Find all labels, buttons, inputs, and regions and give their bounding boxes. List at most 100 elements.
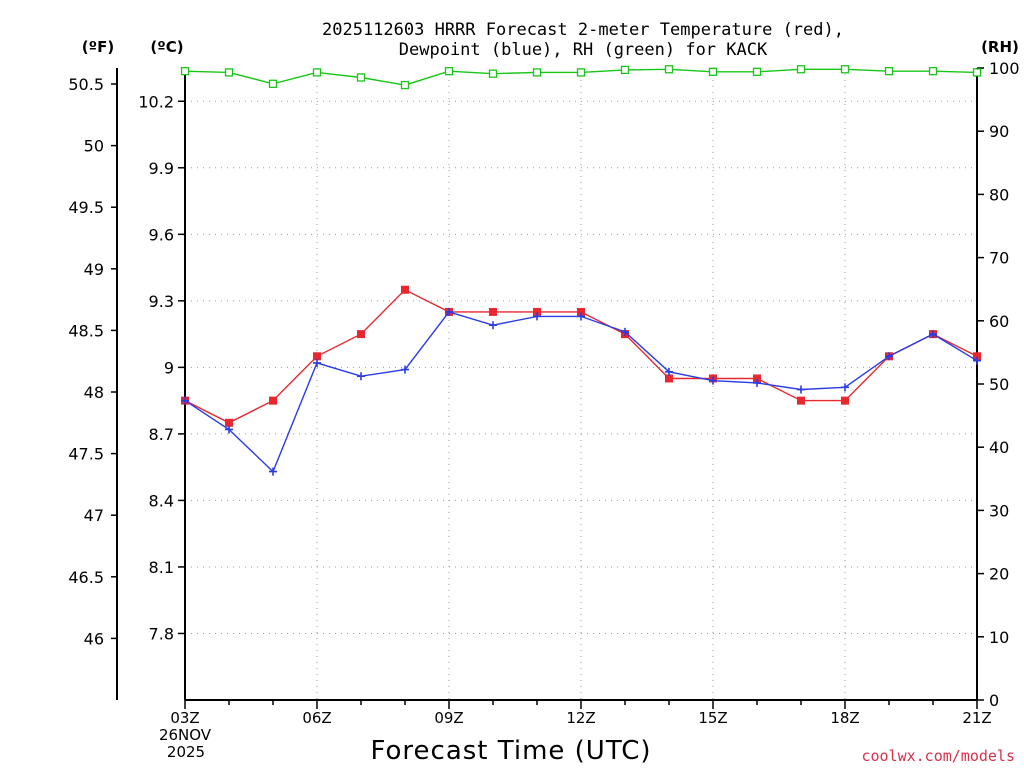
x-tick-label: 06Z: [302, 709, 331, 727]
dewpoint-marker: [181, 396, 189, 405]
rh-tick-label: 50: [989, 375, 1009, 394]
dewpoint-line: [184, 311, 978, 473]
x-tick-label: 12Z: [566, 709, 595, 727]
rh-marker: [312, 68, 322, 77]
celsius-ticks: 7.8 8.1 8.4 8.7 9 9.3 9.6 9.9 10.2: [138, 92, 185, 643]
rh-marker: [180, 67, 190, 76]
dewpoint-marker: [357, 372, 365, 381]
fahrenheit-tick-label: 49.5: [68, 198, 104, 217]
rh-marker: [400, 80, 410, 90]
rh-marker: [752, 67, 762, 76]
fahrenheit-tick-label: 46.5: [68, 568, 104, 587]
rh-marker: [972, 68, 982, 77]
dewpoint-marker: [797, 385, 805, 394]
dewpoint-marker: [929, 330, 937, 339]
rh-axis-label: (RH): [981, 38, 1019, 56]
x-ticks: 03Z 06Z 09Z 12Z 15Z 18Z 21Z: [170, 700, 992, 727]
fahrenheit-tick-label: 48.5: [68, 321, 104, 340]
celsius-tick-label: 8.4: [149, 491, 174, 510]
celsius-tick-label: 9: [164, 358, 174, 377]
dewpoint-marker: [225, 425, 233, 434]
fahrenheit-tick-label: 47: [84, 506, 104, 525]
fahrenheit-tick-label: 49: [84, 260, 104, 279]
temperature-marker: [401, 285, 409, 294]
chart-title-line-2: Dewpoint (blue), RH (green) for KACK: [399, 40, 768, 60]
x-axis-label: Forecast Time (UTC): [370, 736, 651, 766]
dewpoint-marker: [269, 467, 277, 476]
temperature-marker: [841, 396, 849, 405]
rh-marker: [840, 65, 850, 74]
dewpoint-marker: [665, 367, 673, 376]
rh-tick-label: 60: [989, 312, 1009, 331]
dewpoint-marker: [709, 376, 717, 385]
temperature-marker: [357, 330, 365, 339]
dewpoint-marker: [885, 352, 893, 361]
temperature-marker: [753, 374, 761, 383]
fahrenheit-tick-label: 47.5: [68, 445, 104, 464]
rh-marker: [576, 68, 586, 77]
dewpoint-marker: [313, 358, 321, 367]
rh-marker: [224, 68, 234, 77]
dewpoint-marker: [973, 356, 981, 365]
rh-marker: [488, 69, 498, 78]
temperature-marker: [313, 352, 321, 361]
celsius-axis-label: (ºC): [150, 38, 183, 56]
celsius-tick-label: 9.3: [149, 292, 174, 311]
rh-marker: [928, 67, 938, 76]
series: [180, 65, 982, 476]
celsius-tick-label: 8.1: [149, 558, 174, 577]
rh-ticks: 0 10 20 30 40 50 60 70 80 90 100: [977, 59, 1020, 710]
rh-marker: [620, 65, 630, 75]
rh-tick-label: 40: [989, 438, 1009, 457]
temperature-marker: [973, 352, 981, 361]
date-label-year: 2025: [167, 743, 205, 761]
rh-marker: [664, 65, 674, 74]
celsius-tick-label: 10.2: [138, 92, 174, 111]
dewpoint-marker: [489, 321, 497, 330]
temperature-marker: [797, 396, 805, 405]
rh-marker: [444, 67, 454, 76]
dewpoint-marker: [753, 378, 761, 387]
dewpoint-marker: [401, 365, 409, 374]
rh-marker: [532, 68, 542, 77]
dewpoint-marker: [445, 307, 453, 316]
grid-lines: [185, 68, 977, 700]
rh-marker: [268, 79, 278, 88]
dewpoint-marker: [841, 383, 849, 392]
chart-title-line-1: 2025112603 HRRR Forecast 2-meter Tempera…: [322, 20, 844, 40]
fahrenheit-ticks: 46 46.5 47 47.5 48 48.5 49 49.5 50 50.5: [68, 75, 117, 648]
rh-tick-label: 20: [989, 565, 1009, 584]
dewpoint-marker: [621, 327, 629, 336]
temperature-marker: [225, 418, 233, 427]
temperature-marker: [489, 307, 497, 316]
date-label-day: 26NOV: [159, 726, 212, 744]
fahrenheit-tick-label: 46: [84, 629, 104, 648]
x-tick-label: 18Z: [830, 709, 859, 727]
fahrenheit-axis-label: (ºF): [82, 38, 114, 56]
x-tick-label: 21Z: [962, 709, 991, 727]
temperature-marker: [577, 307, 585, 316]
celsius-tick-label: 7.8: [149, 624, 174, 643]
credit-text: coolwx.com/models: [861, 747, 1015, 765]
rh-tick-label: 100: [989, 59, 1020, 78]
rh-tick-label: 80: [989, 185, 1009, 204]
rh-marker: [356, 73, 366, 82]
fahrenheit-tick-label: 48: [84, 383, 104, 402]
temperature-marker: [665, 374, 673, 383]
celsius-tick-label: 9.6: [149, 225, 174, 244]
dewpoint-marker: [577, 312, 585, 321]
x-tick-label: 15Z: [698, 709, 727, 727]
rh-tick-label: 70: [989, 249, 1009, 268]
rh-marker: [708, 67, 718, 76]
rh-tick-label: 0: [989, 691, 999, 710]
x-tick-label: 09Z: [434, 709, 463, 727]
temperature-marker: [533, 307, 541, 316]
temperature-marker: [269, 396, 277, 405]
rh-tick-label: 90: [989, 122, 1009, 141]
rh-marker: [796, 65, 806, 74]
rh-marker: [884, 67, 894, 76]
dewpoint-marker: [533, 312, 541, 321]
fahrenheit-tick-label: 50: [84, 137, 104, 156]
rh-tick-label: 10: [989, 628, 1009, 647]
